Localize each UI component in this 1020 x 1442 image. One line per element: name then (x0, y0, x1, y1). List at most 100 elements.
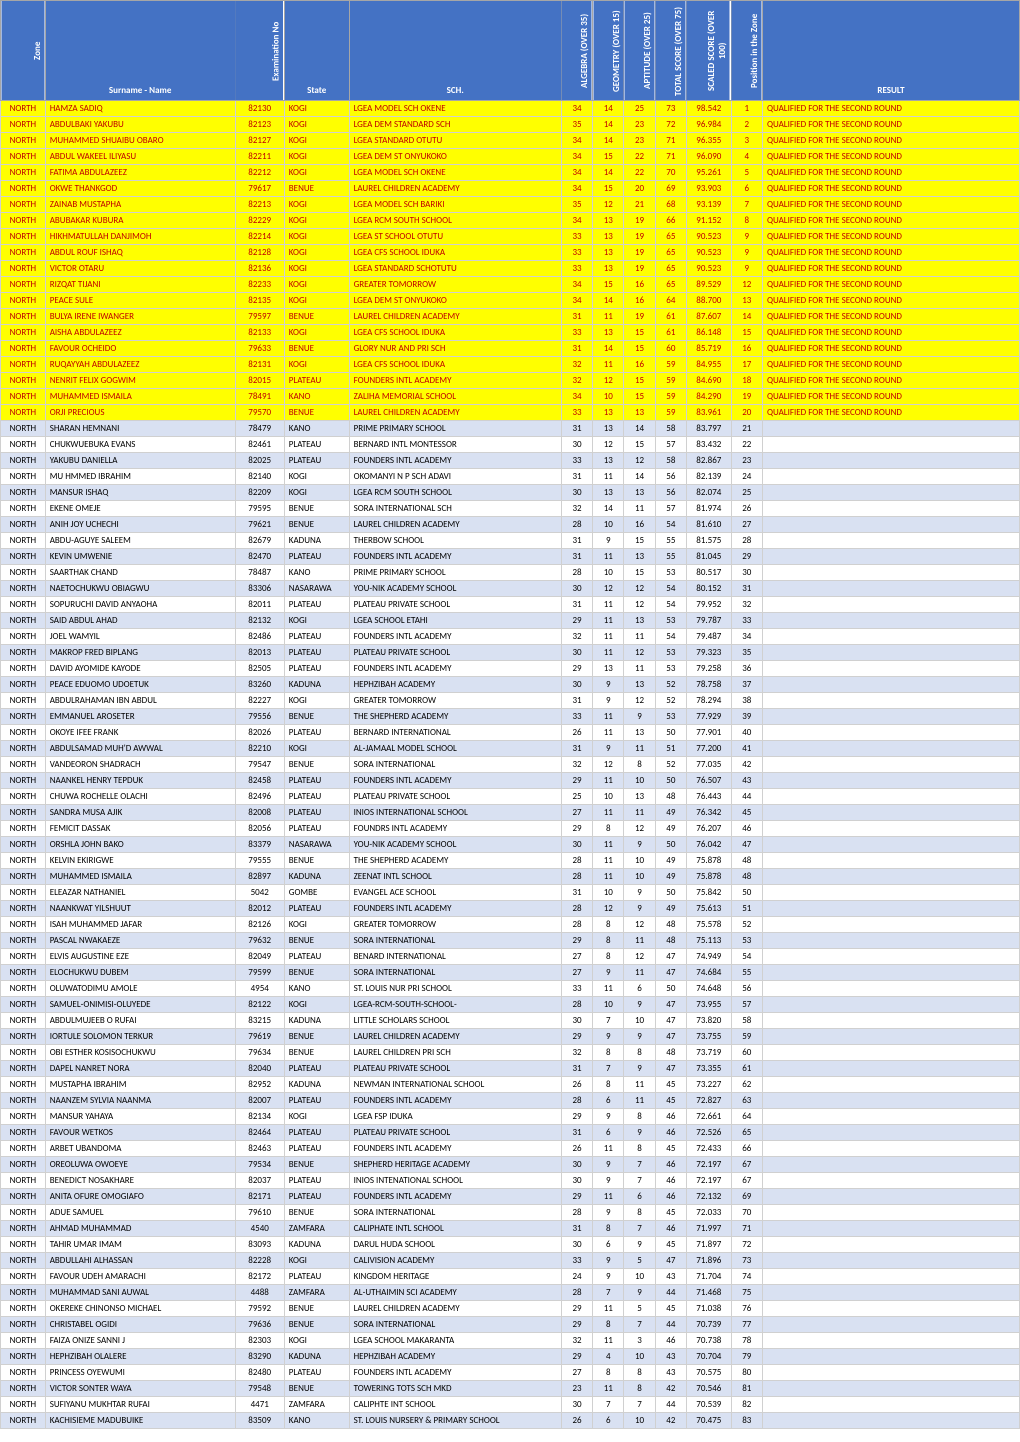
cell: 16 (624, 357, 655, 373)
cell: 82037 (235, 1173, 284, 1189)
cell: 82463 (235, 1141, 284, 1157)
cell: 70.704 (686, 1349, 731, 1365)
cell: CALIPHTE INT SCHOOL (349, 1397, 561, 1413)
cell: 41 (731, 741, 762, 757)
cell: 80.517 (686, 565, 731, 581)
cell: KOGI (284, 165, 349, 181)
table-row: NORTHHAMZA SADIQ82130KOGILGEA MODEL SCH … (1, 101, 1020, 117)
cell: 61 (655, 325, 686, 341)
cell: 9 (593, 741, 624, 757)
cell: 12 (731, 277, 762, 293)
cell: YAKUBU DANIELLA (45, 453, 235, 469)
cell: MUHAMMED ISMAILA (45, 869, 235, 885)
cell: FAVOUR OCHEIDO (45, 341, 235, 357)
cell: 13 (593, 405, 624, 421)
cell (762, 981, 1019, 997)
cell: NORTH (1, 181, 46, 197)
cell: PLATEAU (284, 789, 349, 805)
cell: 56 (731, 981, 762, 997)
cell: PLATEAU PRIVATE SCHOOL (349, 1125, 561, 1141)
cell: 79 (731, 1349, 762, 1365)
cell: 48 (655, 933, 686, 949)
col-header: RESULT (762, 1, 1019, 101)
cell: 82303 (235, 1333, 284, 1349)
cell: 23 (561, 1381, 592, 1397)
cell: 70.546 (686, 1381, 731, 1397)
cell: 79570 (235, 405, 284, 421)
cell: SORA INTERNATIONAL (349, 965, 561, 981)
cell: 10 (624, 1349, 655, 1365)
cell: 30 (731, 565, 762, 581)
table-row: NORTHNAANKWAT YILSHUUT82012PLATEAUFOUNDE… (1, 901, 1020, 917)
cell: 31 (561, 421, 592, 437)
cell: RUQAYYAH ABDULAZEEZ (45, 357, 235, 373)
cell: 11 (593, 309, 624, 325)
cell: 96.090 (686, 149, 731, 165)
cell: 54 (655, 629, 686, 645)
cell: 78.758 (686, 677, 731, 693)
cell: 42 (731, 757, 762, 773)
cell: 79617 (235, 181, 284, 197)
cell: PLATEAU (284, 597, 349, 613)
table-row: NORTHMUHAMMED SHUAIBU OBARO82127KOGILGEA… (1, 133, 1020, 149)
cell (762, 1077, 1019, 1093)
cell: PLATEAU (284, 645, 349, 661)
cell: KOGI (284, 741, 349, 757)
cell: 9 (593, 1109, 624, 1125)
cell: 13 (593, 453, 624, 469)
cell: NORTH (1, 517, 46, 533)
cell (762, 1173, 1019, 1189)
cell: 82496 (235, 789, 284, 805)
cell: FOUNDERS INTL ACADEMY (349, 549, 561, 565)
cell: 79547 (235, 757, 284, 773)
cell: 13 (593, 421, 624, 437)
cell: VANDEORON SHADRACH (45, 757, 235, 773)
cell: EVANGEL ACE SCHOOL (349, 885, 561, 901)
cell: PLATEAU (284, 773, 349, 789)
cell: 26 (561, 1141, 592, 1157)
cell: THERBOW SCHOOL (349, 533, 561, 549)
cell: 86.148 (686, 325, 731, 341)
cell: 93.139 (686, 197, 731, 213)
cell: 6 (624, 981, 655, 997)
cell: FOUNDERS INTL ACADEMY (349, 373, 561, 389)
cell: MUHAMMED ISMAILA (45, 389, 235, 405)
cell: 60 (655, 341, 686, 357)
cell: KACHISIEME MADUBUIKE (45, 1413, 235, 1429)
cell: 47 (655, 997, 686, 1013)
cell: 11 (593, 981, 624, 997)
cell: KOGI (284, 613, 349, 629)
cell: 29 (561, 1109, 592, 1125)
cell: PLATEAU PRIVATE SCHOOL (349, 645, 561, 661)
header-row: ZoneSurname - NameExamination NoStateSCH… (1, 1, 1020, 101)
cell: 11 (593, 1141, 624, 1157)
cell: 64 (655, 293, 686, 309)
cell: NORTH (1, 805, 46, 821)
cell: 75.578 (686, 917, 731, 933)
cell: QUALIFIED FOR THE SECOND ROUND (762, 357, 1019, 373)
cell (762, 789, 1019, 805)
cell (762, 485, 1019, 501)
cell (762, 1237, 1019, 1253)
col-header: Position in the Zone (731, 1, 762, 101)
cell: 59 (655, 405, 686, 421)
cell: 29 (561, 661, 592, 677)
cell: 31 (561, 469, 592, 485)
cell: HAMZA SADIQ (45, 101, 235, 117)
cell: FOUNDERS INTL ACADEMY (349, 453, 561, 469)
cell: 96.984 (686, 117, 731, 133)
cell: 70.575 (686, 1365, 731, 1381)
cell: QUALIFIED FOR THE SECOND ROUND (762, 293, 1019, 309)
cell: ABDULMUJEEB O RUFAI (45, 1013, 235, 1029)
cell: 7 (731, 197, 762, 213)
cell: 8 (593, 1221, 624, 1237)
cell: 79634 (235, 1045, 284, 1061)
cell: 4 (731, 149, 762, 165)
cell: 53 (731, 933, 762, 949)
cell: NORTH (1, 1013, 46, 1029)
cell: 82013 (235, 645, 284, 661)
table-row: NORTHSANDRA MUSA AJIK82008PLATEAUINIOS I… (1, 805, 1020, 821)
cell: 14 (731, 309, 762, 325)
cell: 71.897 (686, 1237, 731, 1253)
cell: 79595 (235, 501, 284, 517)
